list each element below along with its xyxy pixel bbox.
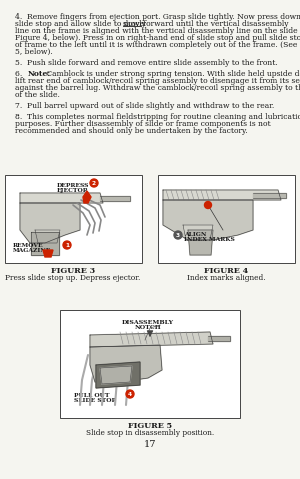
Text: against the barrel lug. Withdraw the camblock/recoil spring assembly to the rear: against the barrel lug. Withdraw the cam… xyxy=(15,84,300,92)
Bar xyxy=(158,175,295,263)
Polygon shape xyxy=(35,230,60,243)
Text: purposes. Further disassembly of slide or frame components is not: purposes. Further disassembly of slide o… xyxy=(15,120,271,128)
Polygon shape xyxy=(20,203,80,243)
Polygon shape xyxy=(163,190,281,200)
Text: lift rear end of camblock/recoil spring assembly to disengage it from its seat: lift rear end of camblock/recoil spring … xyxy=(15,77,300,85)
Text: Figure 4, below). Press in on right-hand end of slide stop and pull slide stop o: Figure 4, below). Press in on right-hand… xyxy=(15,34,300,42)
Text: 4: 4 xyxy=(128,391,132,397)
Text: INDEX MARKS: INDEX MARKS xyxy=(184,237,235,242)
Polygon shape xyxy=(208,336,230,341)
Text: 6.: 6. xyxy=(15,70,27,78)
Polygon shape xyxy=(163,200,253,240)
Text: 3: 3 xyxy=(176,232,180,238)
Text: 5.  Push slide forward and remove entire slide assembly to the front.: 5. Push slide forward and remove entire … xyxy=(15,59,278,67)
Text: Press slide stop up. Depress ejector.: Press slide stop up. Depress ejector. xyxy=(5,274,141,282)
Text: NOTCH: NOTCH xyxy=(135,325,161,330)
Circle shape xyxy=(63,241,71,249)
Text: 1: 1 xyxy=(65,242,69,248)
Bar xyxy=(5,175,142,263)
Text: 8.  This completes normal fieldstripping for routine cleaning and lubrication: 8. This completes normal fieldstripping … xyxy=(15,113,300,121)
Text: of the slide.: of the slide. xyxy=(15,91,60,99)
Circle shape xyxy=(174,231,182,239)
Text: FIGURE 5: FIGURE 5 xyxy=(128,422,172,430)
Text: slide stop and allow slide to move: slide stop and allow slide to move xyxy=(15,20,146,28)
Circle shape xyxy=(90,179,98,187)
Text: MAGAZINE: MAGAZINE xyxy=(13,248,51,253)
Polygon shape xyxy=(31,232,59,255)
Text: EJECTOR: EJECTOR xyxy=(57,188,89,193)
Bar xyxy=(60,310,240,418)
Text: 7.  Pull barrel upward out of slide slightly and withdraw to the rear.: 7. Pull barrel upward out of slide sligh… xyxy=(15,102,274,110)
Polygon shape xyxy=(100,196,130,201)
Text: Slide stop in disassembly position.: Slide stop in disassembly position. xyxy=(86,429,214,437)
Polygon shape xyxy=(183,225,213,240)
Text: DEPRESS: DEPRESS xyxy=(57,183,89,188)
Text: recommended and should only be undertaken by the factory.: recommended and should only be undertake… xyxy=(15,127,247,135)
Polygon shape xyxy=(253,193,286,198)
Text: FIGURE 3: FIGURE 3 xyxy=(51,267,95,275)
Polygon shape xyxy=(83,191,91,203)
Polygon shape xyxy=(43,250,53,257)
Text: of frame to the left until it is withdrawn completely out of the frame. (See Fig: of frame to the left until it is withdra… xyxy=(15,41,300,49)
Text: 5, below).: 5, below). xyxy=(15,48,53,56)
Text: Camblock is under strong spring tension. With slide held upside down,: Camblock is under strong spring tension.… xyxy=(44,70,300,78)
Text: Note:: Note: xyxy=(27,70,51,78)
Text: 4.  Remove fingers from ejection port. Grasp slide tightly. Now press down on: 4. Remove fingers from ejection port. Gr… xyxy=(15,13,300,21)
Text: slowly: slowly xyxy=(123,20,147,28)
Text: FIGURE 4: FIGURE 4 xyxy=(204,267,248,275)
Text: line on the frame is aligned with the vertical disassembly line on the slide (Se: line on the frame is aligned with the ve… xyxy=(15,27,300,35)
Text: SLIDE STOP: SLIDE STOP xyxy=(74,398,116,403)
Text: REMOVE: REMOVE xyxy=(13,243,44,248)
Circle shape xyxy=(205,202,212,208)
Text: PULL OUT: PULL OUT xyxy=(74,393,110,398)
Text: 17: 17 xyxy=(144,440,156,449)
Polygon shape xyxy=(188,230,213,255)
Circle shape xyxy=(126,390,134,398)
Text: Index marks aligned.: Index marks aligned. xyxy=(187,274,265,282)
Polygon shape xyxy=(96,362,140,388)
Polygon shape xyxy=(20,193,103,203)
Polygon shape xyxy=(100,366,132,384)
Polygon shape xyxy=(90,332,213,347)
Text: DISASSEMBLY: DISASSEMBLY xyxy=(122,320,174,325)
Text: forward until the vertical disassembly: forward until the vertical disassembly xyxy=(141,20,289,28)
Text: 2: 2 xyxy=(92,181,96,185)
Polygon shape xyxy=(90,345,162,382)
Text: ALIGN: ALIGN xyxy=(184,232,206,237)
